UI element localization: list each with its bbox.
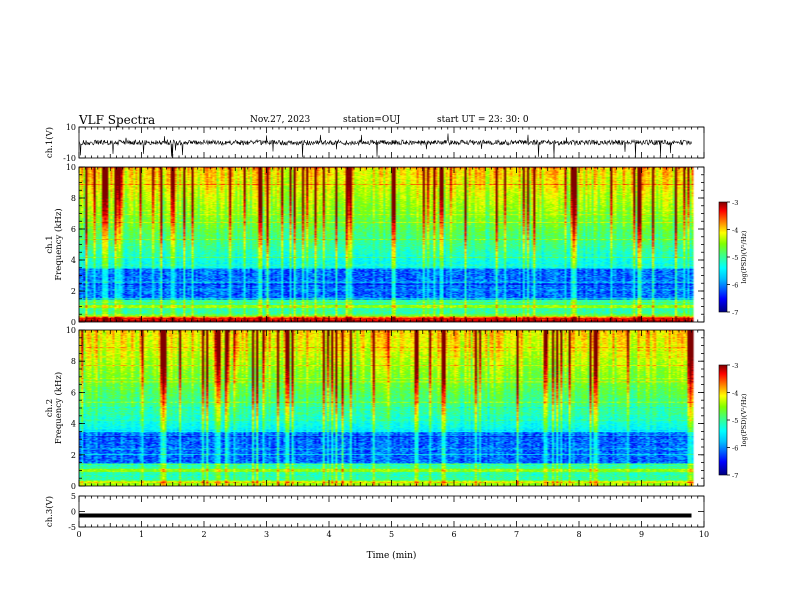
ch1-spectrogram-ytick-label: 10 [66,163,76,172]
ch1-spectrogram-colorbar-tick: -4 [732,227,738,235]
ch2-spectrogram-ytick-label: 0 [71,482,76,491]
ch1-spectrogram-colorbar [718,201,728,313]
ch2-spectrogram-colorbar-tick: -7 [732,472,738,480]
ch2-spectrogram-colorbar-tick: -5 [732,417,738,425]
start-time-label: start UT = 23: 30: 0 [437,115,529,125]
ch2-spectrogram-ylabel-0: ch.2 [45,399,55,417]
ch1-spectrogram-ytick-label: 8 [71,194,76,203]
xtick-label-1: 1 [139,530,144,539]
ch2-spectrogram-colorbar [718,364,728,476]
ch3-waveform-ytick-label: 5 [71,492,76,501]
ch1-spectrogram-ytick-label: 4 [71,256,76,265]
xtick-label-3: 3 [264,530,269,539]
ch2-spectrogram-colorbar-tick: -6 [732,445,738,453]
ch2-spectrogram-ytick-label: 10 [66,326,76,335]
ch1-waveform-ytick-label: -10 [63,154,76,163]
ch2-spectrogram-colorbar-tick: -4 [732,390,738,398]
ch2-spectrogram-colorbar-label: log(PSD)(V²/Hz) [740,393,748,446]
ch1-spectrogram-colorbar-tick: -6 [732,282,738,290]
date-label: Nov.27, 2023 [250,115,311,125]
ch1-waveform-ytick-label: 10 [66,123,76,132]
ch1-spectrogram-colorbar-tick: -5 [732,254,738,262]
ch1-spectrogram-ytick-label: 6 [71,225,76,234]
ch1-spectrogram-ylabel-0: ch.1 [45,235,55,253]
ch2-spectrogram-ytick-label: 4 [71,420,76,429]
ch1-spectrogram-ytick-label: 2 [71,287,76,296]
ch1-spectrogram-image [79,167,704,322]
ch1-spectrogram-colorbar-tick: -7 [732,309,738,317]
xtick-label-8: 8 [576,530,581,539]
xtick-label-5: 5 [389,530,394,539]
ch2-spectrogram-ylabel-1: Frequency (kHz) [53,372,64,444]
xtick-label-4: 4 [326,530,331,539]
ch1-spectrogram-ytick-label: 0 [71,318,76,327]
ch1-spectrogram-colorbar-tick: -3 [732,199,738,207]
ch2-spectrogram-image [79,330,704,486]
ch1-waveform-line [78,133,692,158]
ch3-waveform-ytick-label: 0 [71,508,76,517]
figure-title: VLF Spectra [79,113,156,127]
xtick-label-9: 9 [639,530,644,539]
ch2-spectrogram-ytick-label: 8 [71,357,76,366]
ch1-spectrogram-colorbar-label: log(PSD)(V²/Hz) [740,230,748,283]
xtick-label-6: 6 [451,530,456,539]
xtick-label-0: 0 [76,530,81,539]
station-label: station=OUJ [343,115,401,125]
xtick-label-10: 10 [699,530,709,539]
ch2-spectrogram-colorbar-tick: -3 [732,362,738,370]
ch3-waveform-ytick-label: -5 [68,523,76,532]
xtick-label-7: 7 [514,530,519,539]
ch2-spectrogram-ytick-label: 2 [71,451,76,460]
ch1-spectrogram-ylabel-1: Frequency (kHz) [53,208,64,280]
ch3-waveform-ylabel-0: ch.3(V) [44,496,55,527]
x-axis-label: Time (min) [367,550,417,561]
xtick-label-2: 2 [201,530,206,539]
ch2-spectrogram-ytick-label: 6 [71,388,76,397]
ch1-waveform-ylabel-0: ch.1(V) [44,127,55,158]
